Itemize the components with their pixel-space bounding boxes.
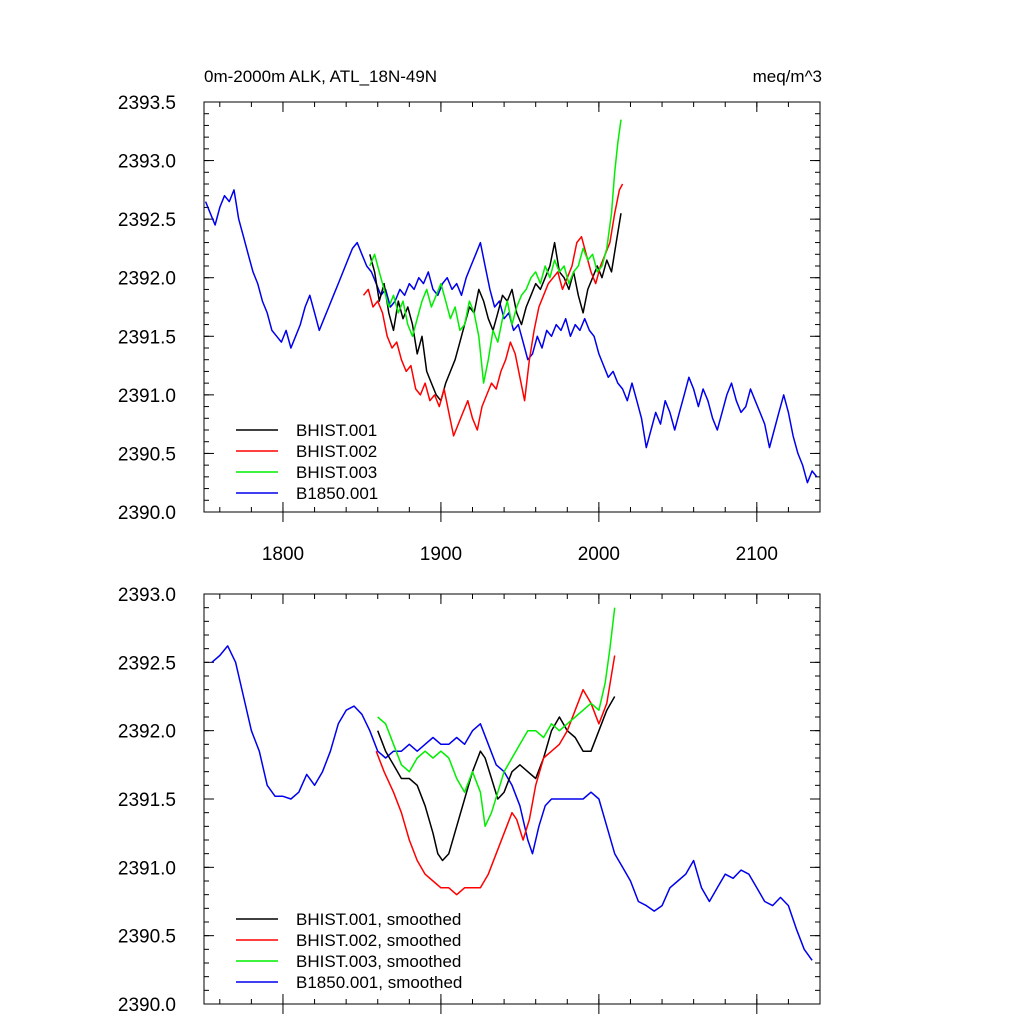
y-tick-label: 2393.0 [118, 152, 176, 173]
y-tick-label: 2392.0 [118, 722, 176, 743]
y-tick-label: 2393.0 [118, 585, 176, 606]
y-tick-label: 2390.5 [118, 927, 176, 948]
legend-label: BHIST.001, smoothed [296, 910, 461, 929]
top-panel-major-ticks [204, 101, 820, 522]
top-panel: 0m-2000m ALK, ATL_18N-49N meq/m^3 2390.0… [118, 67, 822, 565]
legend-label: BHIST.002, smoothed [296, 931, 461, 950]
y-tick-label: 2393.5 [118, 93, 176, 114]
top-panel-title: 0m-2000m ALK, ATL_18N-49N [204, 67, 437, 86]
y-tick-label: 2390.0 [118, 995, 176, 1016]
x-tick-label: 2000 [578, 544, 620, 565]
y-tick-label: 2391.0 [118, 386, 176, 407]
y-tick-label: 2392.5 [118, 653, 176, 674]
top-panel-legend: BHIST.001 BHIST.002 BHIST.003 B1850.001 [236, 421, 378, 503]
top-panel-y-tick-labels: 2390.0 2390.5 2391.0 2391.5 2392.0 2392.5 2393… [118, 93, 176, 524]
x-tick-label: 1900 [420, 544, 462, 565]
legend-label: BHIST.001 [296, 421, 377, 440]
bottom-panel-plot-area [211, 607, 813, 961]
y-tick-label: 2391.5 [118, 327, 176, 348]
y-tick-label: 2390.0 [118, 503, 176, 524]
x-tick-label: 1800 [262, 544, 304, 565]
series-line-bhist-002-smoothed [375, 655, 616, 896]
series-line-b1850-001-smoothed [211, 645, 813, 961]
legend-label: B1850.001, smoothed [296, 973, 462, 992]
series-line-bhist-003-smoothed [377, 607, 616, 828]
series-line-bhist-002 [362, 183, 624, 437]
y-tick-label: 2391.5 [118, 790, 176, 811]
y-tick-label: 2392.5 [118, 210, 176, 231]
series-line-bhist-001-smoothed [377, 696, 616, 862]
legend-label: BHIST.002 [296, 442, 377, 461]
legend-label: BHIST.003, smoothed [296, 952, 461, 971]
bottom-panel-major-ticks [204, 593, 820, 1014]
bottom-panel: 2390.0 2390.5 2391.0 2391.5 2392.0 2392.5 2393… [118, 585, 821, 1016]
legend-label: B1850.001 [296, 484, 378, 503]
bottom-panel-frame [203, 593, 821, 1005]
legend-label: BHIST.003 [296, 463, 377, 482]
top-panel-x-tick-labels: 1800 1900 2000 2100 [262, 544, 778, 565]
bottom-panel-legend: BHIST.001, smoothed BHIST.002, smoothed BH… [236, 910, 462, 992]
top-panel-plot-area [204, 119, 818, 484]
series-line-bhist-003 [369, 119, 622, 384]
series-line-bhist-001 [369, 213, 622, 402]
x-tick-label: 2100 [736, 544, 778, 565]
y-tick-label: 2391.0 [118, 858, 176, 879]
top-panel-frame [203, 101, 821, 513]
top-panel-units: meq/m^3 [753, 67, 822, 86]
bottom-panel-y-tick-labels: 2390.0 2390.5 2391.0 2391.5 2392.0 2392.5 2393… [118, 585, 176, 1016]
y-tick-label: 2390.5 [118, 444, 176, 465]
y-tick-label: 2392.0 [118, 269, 176, 290]
